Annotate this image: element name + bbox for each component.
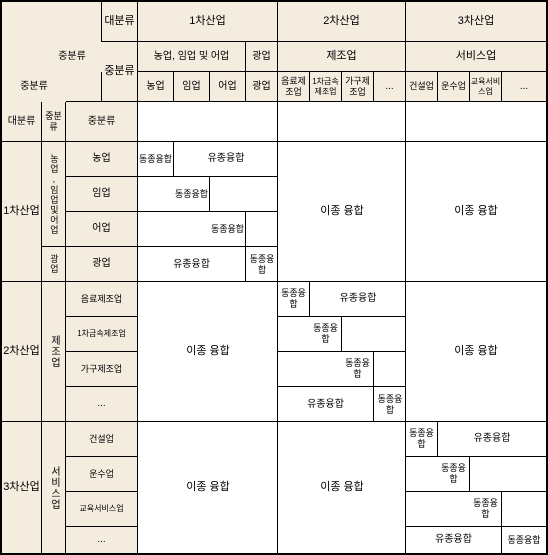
corner-mid-v: 중분류 [2,72,66,102]
row-major: 대분류 [2,102,42,142]
cross-3-2: 이종 융합 [278,422,406,553]
cross-3-1: 이종 융합 [138,422,278,553]
row-ind1: 1차산업 [2,142,42,282]
cross-2-3: 이종 융합 [406,282,546,422]
cross-1-2: 이종 융합 [278,142,406,282]
matrix-table: 대분류1차산업2차산업3차산업중분류농업, 임업 및 어업광업제조업서비스업농업… [0,0,548,555]
col-mid: 중분류 [102,42,138,102]
col-ind2: 2차산업 [278,2,406,42]
col-ind3: 3차산업 [406,2,546,42]
row-ind2: 2차산업 [2,282,42,422]
cross-1-3: 이종 융합 [406,142,546,282]
col-ind1: 1차산업 [138,2,278,42]
row-ind3: 3차산업 [2,422,42,553]
col-major: 대분류 [102,2,138,42]
cross-2-1: 이종 융합 [138,282,278,422]
corner-mid-h: 중분류 [42,42,102,72]
